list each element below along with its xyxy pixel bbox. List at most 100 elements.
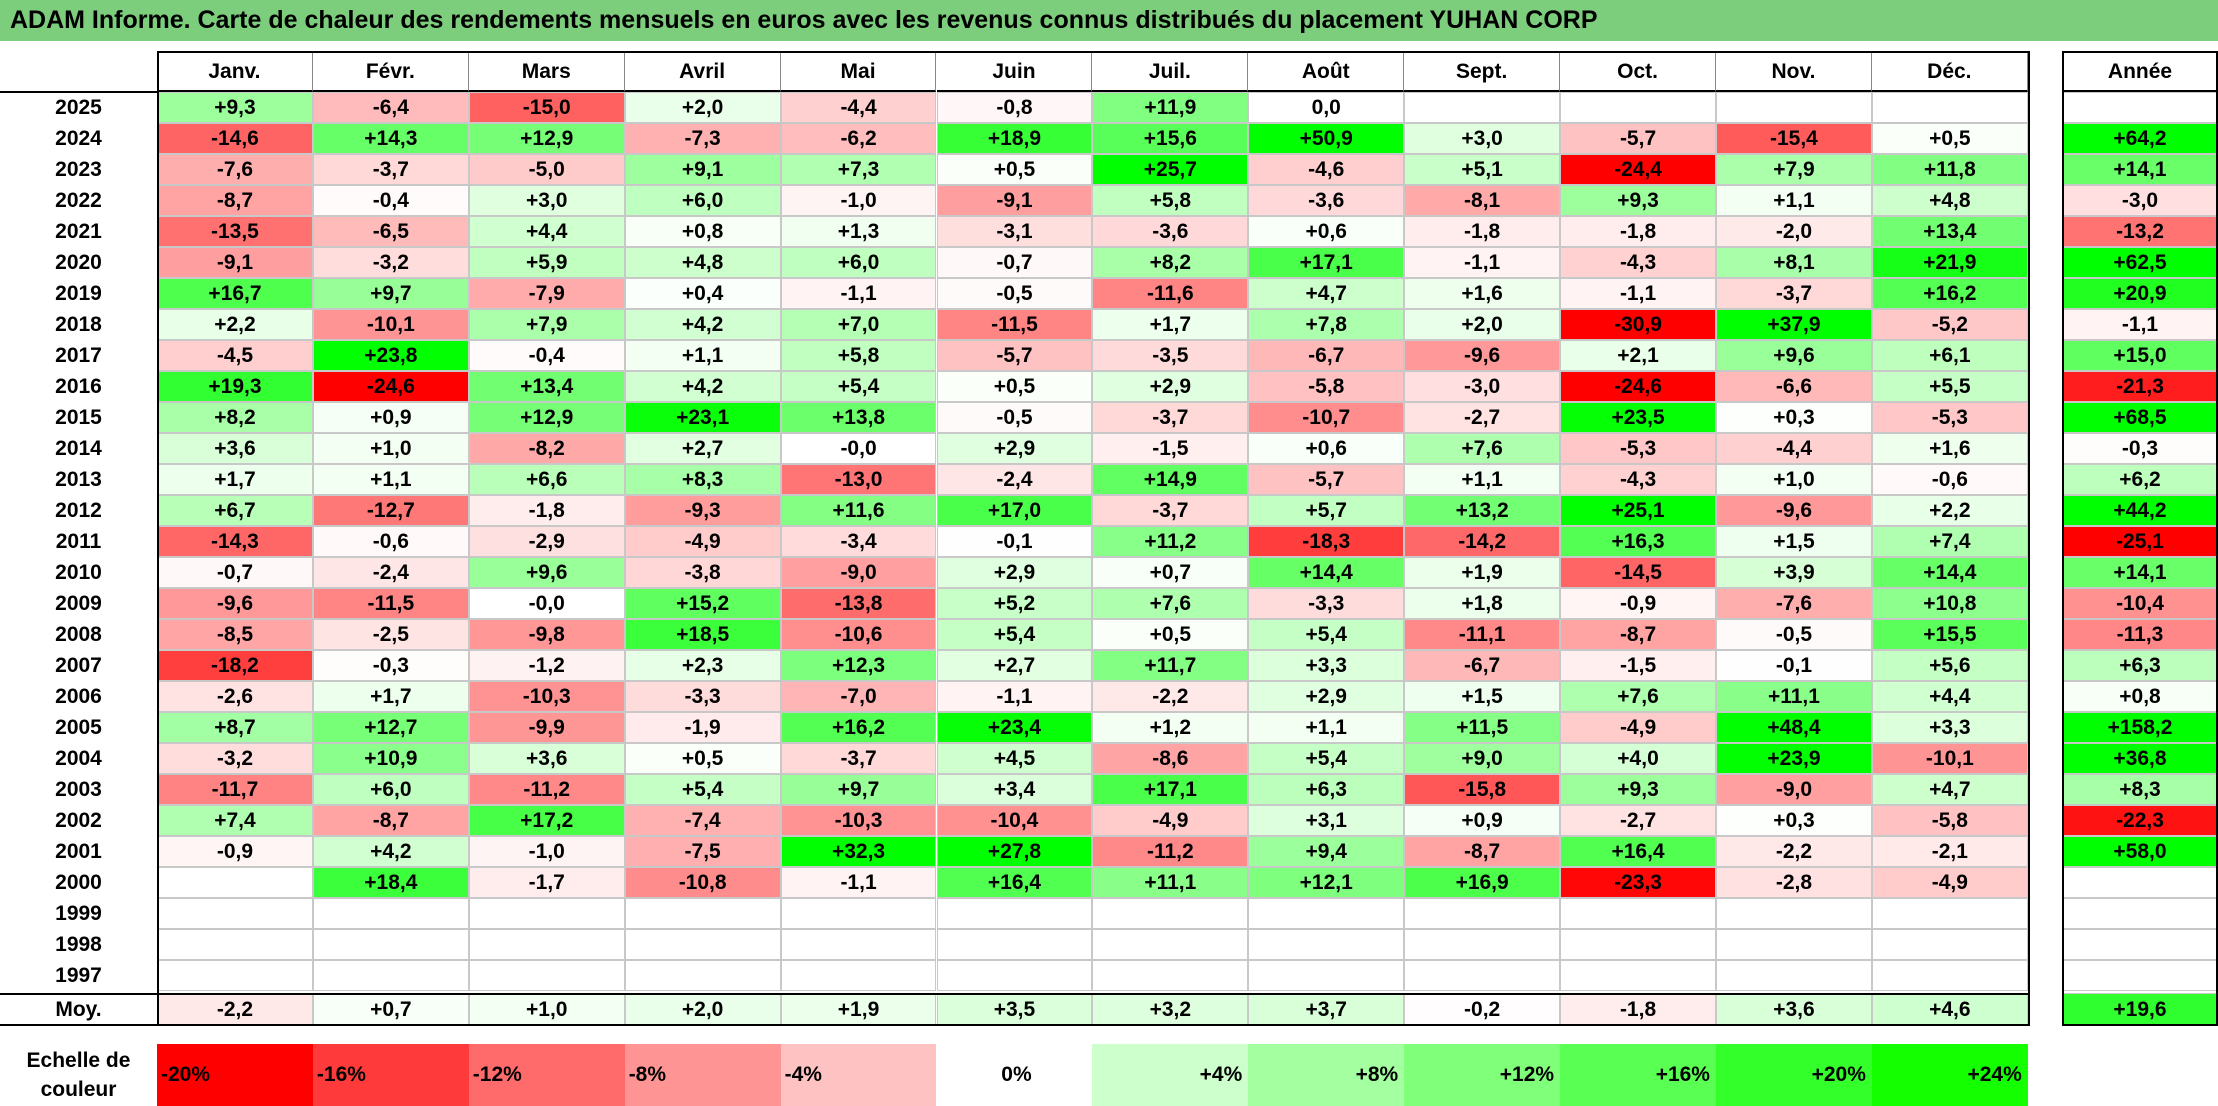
heatmap-cell: -0,5 [936,402,1093,433]
heatmap-cell: -8,6 [1092,743,1249,774]
heatmap-cell: +23,8 [312,340,469,371]
year-label: 2003 [55,777,102,801]
month-header: Janv. [157,51,313,92]
heatmap-cell: -6,7 [1248,340,1405,371]
heatmap-cell [936,960,1093,991]
heatmap-cell: +9,0 [1404,743,1561,774]
heatmap-cell: -0,5 [936,278,1093,309]
heatmap-cell: -2,1 [1871,836,2028,867]
heatmap-cell: +2,0 [624,92,781,123]
heatmap-cell: +0,3 [1716,402,1872,433]
heatmap-cell: +1,0 [1716,464,1872,495]
heatmap-cell: +5,9 [468,247,625,278]
year-label: 2010 [55,560,102,584]
heatmap-cell: -3,4 [780,526,937,557]
heatmap-cell: +18,9 [936,123,1093,154]
heatmap-cell: +5,2 [936,588,1093,619]
heatmap-cell: +0,5 [936,371,1093,402]
heatmap-cell: -15,4 [1716,123,1872,154]
heatmap-cell [1092,960,1249,991]
heatmap-cell: +1,3 [780,216,937,247]
month-header: Mars [468,51,625,92]
heatmap-cell: +14,4 [1248,557,1405,588]
heatmap-cell: +1,1 [1404,464,1561,495]
heatmap-cell [1404,92,1561,123]
heatmap-cell: -9,6 [1716,495,1872,526]
heatmap-cell: -2,8 [1716,867,1872,898]
heatmap-cell: -0,0 [780,433,937,464]
heatmap-cell: +48,4 [1716,712,1872,743]
heatmap-cell [1404,929,1561,960]
heatmap-cell: +11,8 [1871,154,2028,185]
heatmap-cell: +1,7 [312,681,469,712]
heatmap-cell [1560,929,1716,960]
heatmap-cell: -2,9 [468,526,625,557]
heatmap-cell: +14,4 [1871,557,2028,588]
average-label: Moy. [55,997,102,1021]
heatmap-cell: +21,9 [1871,247,2028,278]
heatmap-cell: +3,6 [468,743,625,774]
heatmap-cell: -3,2 [157,743,313,774]
heatmap-cell [624,929,781,960]
heatmap-cell: +4,0 [1560,743,1716,774]
heatmap-cell: +3,3 [1871,712,2028,743]
heatmap-cell: -4,5 [157,340,313,371]
year-label: 2002 [55,808,102,832]
heatmap-cell: -4,9 [624,526,781,557]
year-label: 2022 [55,188,102,212]
heatmap-cell: +3,6 [157,433,313,464]
annual-cell: +158,2 [2062,712,2218,743]
year-label: 2013 [55,467,102,491]
heatmap-cell: +1,7 [1092,309,1249,340]
heatmap-cell: +8,2 [1092,247,1249,278]
year-label: 2012 [55,498,102,522]
heatmap-cell: +11,9 [1092,92,1249,123]
heatmap-cell: +3,3 [1248,650,1405,681]
heatmap-cell: -5,7 [936,340,1093,371]
heatmap-cell: +15,6 [1092,123,1249,154]
year-label: 2000 [55,870,102,894]
heatmap-cell: -5,7 [1248,464,1405,495]
heatmap-cell: -0,9 [157,836,313,867]
average-cell: +1,9 [780,993,937,1026]
heatmap-cell: -0,0 [468,588,625,619]
heatmap-cell: +9,6 [468,557,625,588]
heatmap-cell: +16,2 [780,712,937,743]
heatmap-cell: +4,8 [624,247,781,278]
year-label: 2015 [55,405,102,429]
color-scale-swatch: +8% [1248,1044,1405,1106]
heatmap-cell: -2,7 [1560,805,1716,836]
heatmap-cell: -3,5 [1092,340,1249,371]
heatmap-cell: +5,8 [780,340,937,371]
year-label: 2009 [55,591,102,615]
heatmap-cell: +16,4 [1560,836,1716,867]
average-cell: +0,7 [312,993,469,1026]
heatmap-cell: +3,4 [936,774,1093,805]
heatmap-cell: +7,6 [1404,433,1561,464]
heatmap-cell: +5,4 [1248,619,1405,650]
heatmap-cell: -6,7 [1404,650,1561,681]
heatmap-cell: +5,5 [1871,371,2028,402]
heatmap-cell: +1,1 [1248,712,1405,743]
heatmap-cell: +2,7 [624,433,781,464]
color-scale-label-line2: couleur [40,1078,117,1101]
heatmap-cell: -12,7 [312,495,469,526]
heatmap-cell: -9,0 [780,557,937,588]
heatmap-cell: -3,1 [936,216,1093,247]
heatmap-cell: -4,6 [1248,154,1405,185]
heatmap-cell: +5,4 [624,774,781,805]
color-scale-swatch: -16% [312,1044,469,1106]
heatmap-cell: +2,1 [1560,340,1716,371]
heatmap-cell: +4,2 [312,836,469,867]
heatmap-cell: +5,8 [1092,185,1249,216]
heatmap-cell: +4,8 [1871,185,2028,216]
heatmap-cell [1404,898,1561,929]
heatmap-cell: -1,1 [1560,278,1716,309]
heatmap-cell: +1,8 [1404,588,1561,619]
heatmap-cell: -14,3 [157,526,313,557]
heatmap-cell: +1,1 [312,464,469,495]
color-scale-label: Echelle de couleur [0,1044,157,1106]
heatmap-cell: +3,9 [1716,557,1872,588]
heatmap-cell: +5,7 [1248,495,1405,526]
heatmap-cell: -3,3 [1248,588,1405,619]
